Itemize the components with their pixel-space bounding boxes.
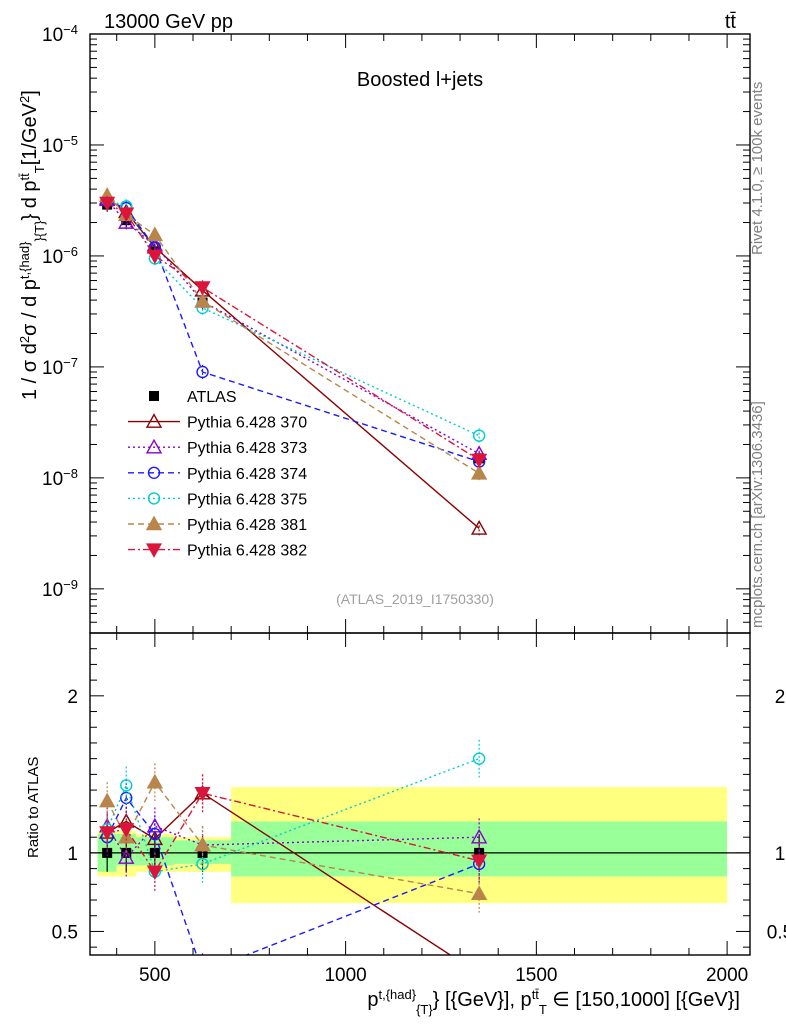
x-tick-label: 500 xyxy=(139,965,171,986)
x-tick-label: 1500 xyxy=(515,965,557,986)
legend-item: Pythia 6.428 382 xyxy=(128,543,307,560)
legend-marker xyxy=(145,438,163,454)
legend-marker xyxy=(145,413,163,428)
y-tick-label: 10−8 xyxy=(42,465,78,490)
legend-item: Pythia 6.428 375 xyxy=(128,491,307,508)
data-point xyxy=(118,207,135,222)
data-point xyxy=(194,281,211,296)
data-point xyxy=(146,249,163,265)
series-main-4 xyxy=(100,192,486,443)
legend-marker xyxy=(147,466,161,479)
data-point xyxy=(98,792,116,808)
legend-label: Pythia 6.428 381 xyxy=(187,517,307,534)
legend-item: Pythia 6.428 373 xyxy=(128,438,307,457)
legend: ATLAS Pythia 6.428 370 Pythia 6.428 373 Pyt… xyxy=(128,389,307,560)
data-point xyxy=(472,752,486,765)
data-point xyxy=(146,865,163,880)
analysis-id: (ATLAS_2019_I1750330) xyxy=(336,591,494,607)
data-point xyxy=(197,967,208,978)
series-main-5 xyxy=(98,187,488,481)
series-line-4 xyxy=(106,199,480,437)
series-main-6 xyxy=(99,195,488,469)
y-axis-label-main: 1 / σ d2σ / d pt,{had}}{T}} d ptt̄T[1/Ge… xyxy=(17,90,47,400)
legend-label: Pythia 6.428 373 xyxy=(187,440,307,457)
ratio-panel-frame xyxy=(89,632,751,956)
data-point xyxy=(194,787,211,802)
data-point xyxy=(472,967,486,980)
ratio-y-tick-label-right: 2 xyxy=(775,687,786,708)
chart-title: Boosted l+jets xyxy=(357,69,483,91)
y-tick-label: 10−6 xyxy=(42,243,78,268)
legend-item: Pythia 6.428 374 xyxy=(128,466,307,483)
legend-marker xyxy=(149,391,159,401)
data-point xyxy=(471,453,488,469)
data-point xyxy=(197,847,208,858)
series-line-3 xyxy=(106,200,480,463)
rivet-label: Rivet 4.1.0, ≥ 100k events xyxy=(749,82,766,255)
data-point xyxy=(196,365,209,379)
ratio-y-tick-label: 0.5 xyxy=(52,922,78,943)
legend-item: ATLAS xyxy=(149,389,237,406)
y-tick-label: 10−7 xyxy=(42,354,78,379)
data-point xyxy=(148,827,162,841)
data-point xyxy=(118,849,135,864)
y-axis-label-ratio: Ratio to ATLAS xyxy=(25,757,42,858)
data-point xyxy=(470,520,488,535)
mcplots-label: mcplots.cern.ch [arXiv:1306.3436] xyxy=(749,401,766,628)
axis-ticks: 500 1000 1500 2000 10−4 10−5 10−6 10−7 10−8 10−9 2… xyxy=(42,22,786,987)
legend-marker xyxy=(145,515,163,531)
x-axis-label: pt,{had}{T}} [{GeV}], ptt̄T ∈ [150,1000]… xyxy=(367,987,740,1017)
series-ratio-5 xyxy=(98,763,488,913)
data-point xyxy=(118,823,135,838)
y-tick-label: 10−5 xyxy=(42,132,78,157)
series-ratio-6 xyxy=(99,774,488,891)
data-point xyxy=(118,214,135,229)
data-point xyxy=(472,429,486,442)
ratio-y-tick-label-right: 1 xyxy=(775,844,786,865)
data-point xyxy=(194,836,211,852)
legend-item: Pythia 6.428 370 xyxy=(128,413,307,432)
data-point xyxy=(471,854,488,869)
x-tick-label: 1000 xyxy=(324,965,366,986)
energy-label: 13000 GeV pp xyxy=(104,11,233,33)
x-tick-label: 2000 xyxy=(706,965,748,986)
ratio-y-tick-label-right: 0.5 xyxy=(767,922,786,943)
data-point xyxy=(194,292,211,308)
data-point xyxy=(146,226,164,242)
data-point xyxy=(146,773,164,789)
data-point xyxy=(102,847,113,858)
series-line-4 xyxy=(106,758,480,873)
ratio-y-tick-label: 2 xyxy=(67,687,78,708)
data-point xyxy=(99,826,116,841)
y-tick-label: 10−9 xyxy=(42,576,78,601)
legend-label: Pythia 6.428 370 xyxy=(187,415,307,432)
data-point xyxy=(474,847,485,858)
data-point xyxy=(470,464,488,480)
series-line-5 xyxy=(106,195,480,474)
data-point xyxy=(120,779,133,792)
legend-label: Pythia 6.428 374 xyxy=(187,466,307,483)
legend-marker xyxy=(147,492,161,505)
legend-marker xyxy=(145,543,163,558)
legend-label: ATLAS xyxy=(187,389,237,406)
legend-label: Pythia 6.428 382 xyxy=(187,543,307,560)
uncertainty-bands xyxy=(90,786,750,904)
ratio-y-tick-label: 1 xyxy=(67,844,78,865)
y-tick-label: 10−4 xyxy=(42,22,78,47)
series-line-3 xyxy=(106,796,480,955)
legend-label: Pythia 6.428 375 xyxy=(187,491,307,508)
process-label: tt̄ xyxy=(725,11,737,33)
data-point xyxy=(99,196,116,212)
data-point xyxy=(121,847,132,858)
series-layer xyxy=(98,187,488,980)
data-point xyxy=(470,885,488,901)
legend-item: Pythia 6.428 381 xyxy=(128,515,307,534)
